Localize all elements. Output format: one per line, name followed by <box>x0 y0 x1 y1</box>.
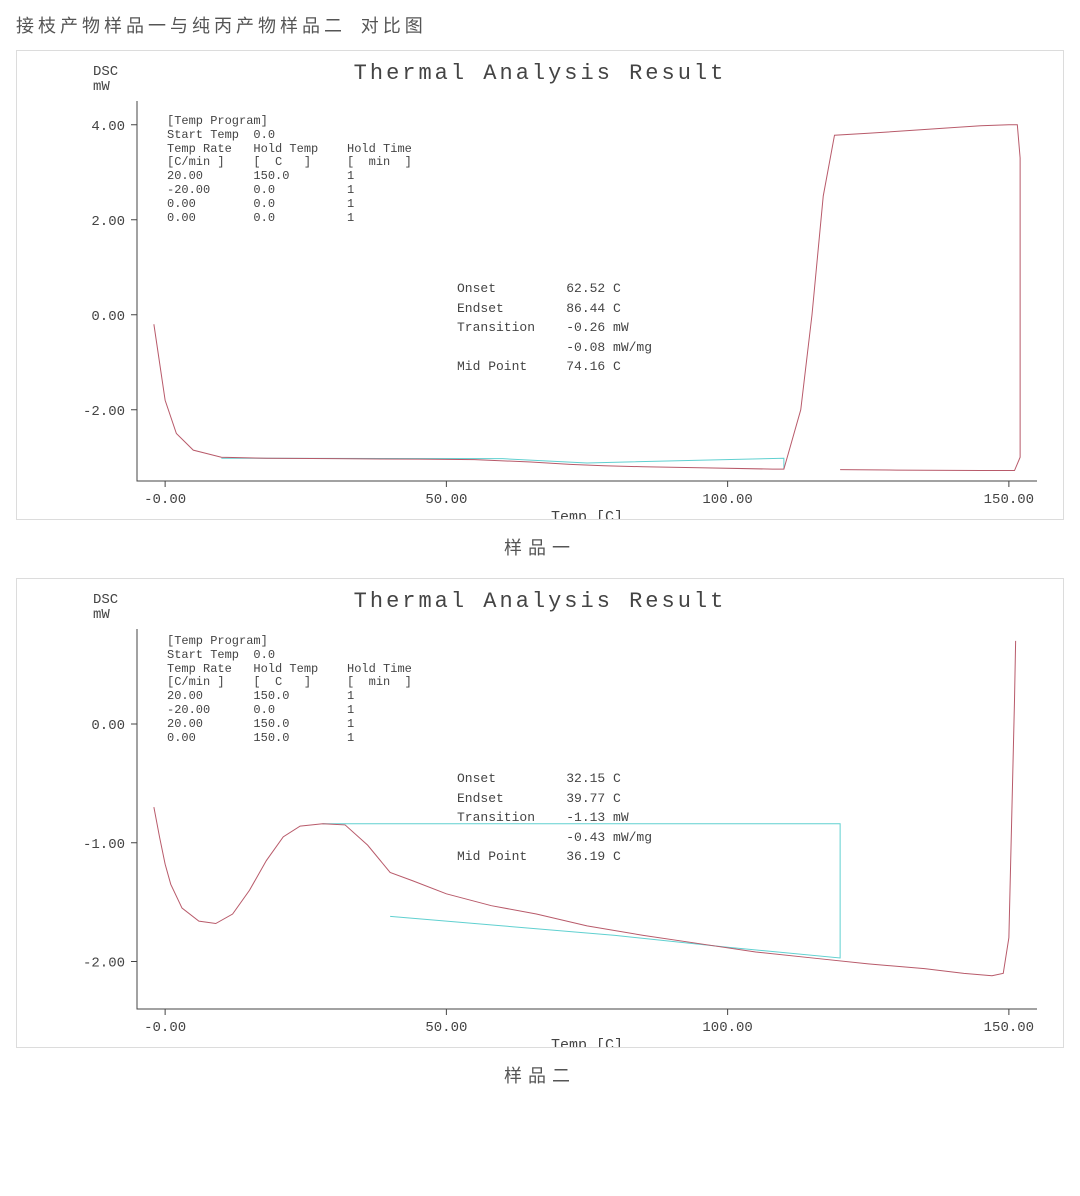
svg-text:-0.00: -0.00 <box>144 1020 186 1036</box>
svg-text:0.00: 0.00 <box>91 718 125 734</box>
svg-text:0.00: 0.00 <box>91 309 125 325</box>
svg-text:-1.00: -1.00 <box>83 837 125 853</box>
chart-panel-2: Thermal Analysis Result DSC mW -2.00-1.0… <box>16 578 1064 1048</box>
svg-text:2.00: 2.00 <box>91 214 125 230</box>
svg-text:150.00: 150.00 <box>984 492 1034 508</box>
page-title: 接枝产物样品一与纯丙产物样品二 对比图 <box>16 12 1072 38</box>
temp-program-block: [Temp Program] Start Temp 0.0 Temp Rate … <box>167 115 412 225</box>
caption-1: 样品一 <box>8 534 1072 560</box>
svg-text:Temp [C]: Temp [C] <box>551 1037 623 1048</box>
temp-program-block: [Temp Program] Start Temp 0.0 Temp Rate … <box>167 635 412 745</box>
analysis-result-block: Onset 62.52 C Endset 86.44 C Transition … <box>457 279 652 377</box>
svg-text:150.00: 150.00 <box>984 1020 1034 1036</box>
svg-text:4.00: 4.00 <box>91 119 125 135</box>
caption-2: 样品二 <box>8 1062 1072 1088</box>
analysis-result-block: Onset 32.15 C Endset 39.77 C Transition … <box>457 769 652 867</box>
svg-text:-2.00: -2.00 <box>83 956 125 972</box>
svg-text:50.00: 50.00 <box>425 1020 467 1036</box>
svg-text:50.00: 50.00 <box>425 492 467 508</box>
svg-text:-2.00: -2.00 <box>83 404 125 420</box>
chart-panel-1: Thermal Analysis Result DSC mW -2.000.00… <box>16 50 1064 520</box>
svg-text:-0.00: -0.00 <box>144 492 186 508</box>
svg-text:100.00: 100.00 <box>702 492 752 508</box>
svg-text:Temp [C]: Temp [C] <box>551 509 623 520</box>
svg-text:100.00: 100.00 <box>702 1020 752 1036</box>
